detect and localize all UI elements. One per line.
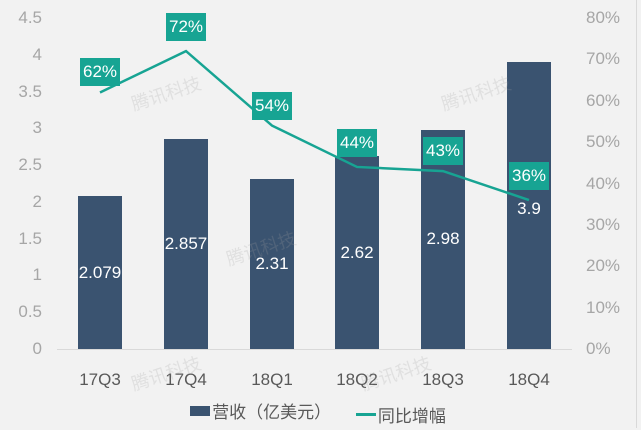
legend-item-growth: 同比增幅 <box>355 402 446 427</box>
growth-value-label: 72% <box>166 13 206 42</box>
growth-value-label: 43% <box>423 137 463 166</box>
revenue-value-label: 2.857 <box>164 233 208 253</box>
revenue-bar <box>335 156 379 349</box>
revenue-value-label: 2.079 <box>78 262 122 282</box>
x-tick-label: 18Q4 <box>508 370 550 389</box>
left-y-tick: 2 <box>32 191 42 211</box>
revenue-value-label: 2.31 <box>255 254 289 274</box>
legend-label-growth: 同比增幅 <box>377 406 446 426</box>
revenue-value-label: 3.9 <box>517 199 541 218</box>
revenue-bar <box>250 179 294 349</box>
right-y-tick: 10% <box>586 297 621 317</box>
left-y-tick: 3.5 <box>18 81 42 101</box>
x-axis-line <box>57 349 572 350</box>
right-y-tick: 70% <box>586 49 621 69</box>
legend-label-revenue: 营收（亿美元） <box>212 403 332 422</box>
left-y-tick: 1 <box>32 265 42 285</box>
x-tick-label: 18Q1 <box>251 370 293 389</box>
growth-value-label: 54% <box>252 91 292 120</box>
revenue-value-label: 2.98 <box>426 229 460 249</box>
right-y-tick: 20% <box>586 256 621 276</box>
left-y-tick: 4.5 <box>18 8 42 27</box>
left-y-tick: 1.5 <box>18 228 42 248</box>
x-tick-label: 17Q4 <box>165 370 207 389</box>
legend-item-revenue: 营收（亿美元） <box>190 398 331 423</box>
right-y-tick: 60% <box>586 90 621 110</box>
left-y-tick: 0.5 <box>18 302 42 322</box>
right-y-tick: 30% <box>586 214 621 234</box>
revenue-bar <box>164 138 208 349</box>
right-y-tick: 80% <box>586 8 621 27</box>
left-y-tick: 4 <box>32 44 42 64</box>
right-y-tick: 50% <box>586 132 621 152</box>
x-tick-label: 18Q3 <box>422 370 464 389</box>
growth-value-label: 62% <box>80 58 120 87</box>
left-y-tick: 3 <box>32 118 42 138</box>
x-tick-label: 17Q3 <box>79 370 121 389</box>
growth-value-label: 36% <box>509 162 549 191</box>
left-y-tick: 0 <box>32 339 42 358</box>
line-swatch-icon <box>355 412 376 416</box>
revenue-bar <box>421 129 465 349</box>
right-y-tick: 0% <box>586 339 611 358</box>
revenue-bar <box>78 196 122 349</box>
right-y-tick: 40% <box>586 173 621 193</box>
growth-value-label: 44% <box>337 128 377 157</box>
legend: 营收（亿美元） 同比增幅 <box>0 398 636 427</box>
x-tick-label: 18Q2 <box>336 370 378 389</box>
revenue-bar <box>507 62 551 349</box>
left-y-tick: 2.5 <box>18 155 42 175</box>
revenue-value-label: 2.62 <box>340 242 374 262</box>
bar-swatch-icon <box>190 405 211 416</box>
